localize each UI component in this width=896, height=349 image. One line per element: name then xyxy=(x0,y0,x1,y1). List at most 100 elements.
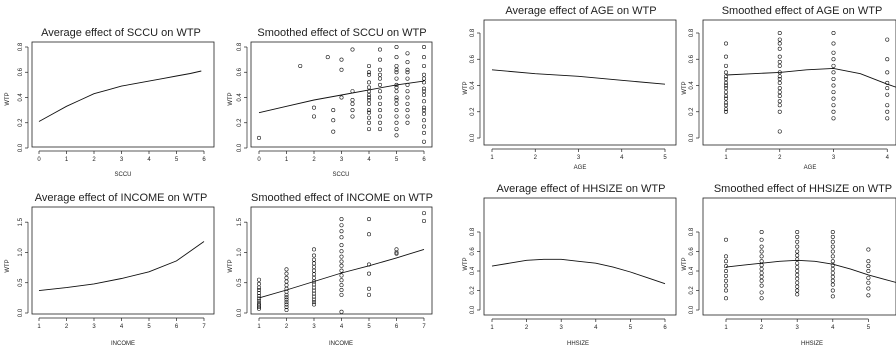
scatter-point xyxy=(350,101,355,106)
scatter-point xyxy=(795,249,800,254)
scatter-point xyxy=(366,70,371,75)
scatter-point xyxy=(394,133,399,138)
scatter-point xyxy=(311,261,316,266)
scatter-point xyxy=(777,109,782,114)
x-tick-label: 3 xyxy=(120,157,124,163)
scatter-point xyxy=(284,297,289,302)
panel-title: Smoothed effect of AGE on WTP xyxy=(722,5,883,17)
scatter-point xyxy=(256,287,261,292)
series-line xyxy=(491,69,666,85)
scatter-point xyxy=(831,96,836,101)
x-tick-label: 2 xyxy=(65,324,69,330)
y-tick-label: 0.8 xyxy=(18,42,24,51)
panel-age-average: Average effect of AGE on WTP AGE WTP 1 2 3… xyxy=(463,5,677,171)
y-axis-label: WTP xyxy=(463,81,469,94)
scatter-point xyxy=(723,96,728,101)
scatter-point xyxy=(421,76,426,81)
scatter-point xyxy=(339,283,344,288)
scatter-point xyxy=(366,92,371,97)
x-tick-label: 1 xyxy=(37,324,41,330)
x-tick-label: 0 xyxy=(37,157,41,163)
scatter-point xyxy=(339,287,344,292)
y-tick-label: 0.8 xyxy=(470,227,476,236)
y-tick-label: 0.0 xyxy=(237,308,243,317)
scatter-point xyxy=(777,37,782,42)
scatter-point xyxy=(777,90,782,95)
panel-sccu-average: Average effect of SCCU on WTP SCCU WTP 0… xyxy=(5,27,215,178)
panel-title: Average effect of AGE on WTP xyxy=(505,5,656,17)
scatter-point xyxy=(777,76,782,81)
scatter-point xyxy=(394,251,399,256)
scatter-point xyxy=(795,261,800,266)
scatter-point xyxy=(366,120,371,125)
scatter-point xyxy=(405,95,410,100)
y-tick-label: 0.0 xyxy=(689,133,695,142)
scatter-point xyxy=(777,80,782,85)
scatter-point xyxy=(377,67,382,72)
scatter-point xyxy=(366,85,371,90)
scatter-point xyxy=(366,101,371,106)
scatter-point xyxy=(377,101,382,106)
series-line xyxy=(491,258,666,285)
scatter-point xyxy=(885,70,890,75)
scatter-point xyxy=(339,235,344,240)
scatter-point xyxy=(377,82,382,87)
panel-title: Smoothed effect of SCCU on WTP xyxy=(257,27,426,39)
x-axis-label: SCCU xyxy=(332,172,349,178)
x-tick-label: 5 xyxy=(629,325,633,331)
panel-income-average: Average effect of INCOME on WTP INCOME W… xyxy=(5,192,215,347)
scatter-point xyxy=(777,63,782,68)
scatter-point xyxy=(350,98,355,103)
x-tick-label: 1 xyxy=(65,157,69,163)
scatter-point xyxy=(421,55,426,60)
scatter-point xyxy=(421,211,426,216)
x-tick-label: 2 xyxy=(92,157,96,163)
x-tick-label: 5 xyxy=(867,325,871,331)
y-tick-label: 0.6 xyxy=(470,247,476,256)
y-tick-label: 0.6 xyxy=(689,54,695,63)
scatter-point xyxy=(421,139,426,144)
scatter-point xyxy=(377,114,382,119)
scatter-point xyxy=(723,288,728,293)
scatter-point xyxy=(795,280,800,285)
scatter-point xyxy=(759,270,764,275)
scatter-point xyxy=(377,47,382,52)
x-tick-label: 2 xyxy=(760,325,764,331)
scatter-point xyxy=(723,109,728,114)
scatter-point xyxy=(795,230,800,235)
scatter-point xyxy=(795,234,800,239)
scatter-point xyxy=(284,267,289,272)
scatter-point xyxy=(377,76,382,81)
scatter-point xyxy=(311,285,316,290)
scatter-point xyxy=(759,296,764,301)
panel-title: Average effect of INCOME on WTP xyxy=(35,192,208,204)
x-tick-label: 0 xyxy=(257,157,261,163)
scatter-point xyxy=(311,247,316,252)
scatter-point xyxy=(394,44,399,49)
scatter-point xyxy=(394,67,399,72)
scatter-point xyxy=(831,50,836,55)
scatter-point xyxy=(830,267,835,272)
series-line xyxy=(38,70,202,122)
scatter-point xyxy=(339,259,344,264)
scatter-point xyxy=(421,108,426,113)
scatter-point xyxy=(830,288,835,293)
scatter-point xyxy=(284,283,289,288)
scatter-point xyxy=(284,279,289,284)
scatter-point xyxy=(311,291,316,296)
x-axis-label: INCOME xyxy=(111,341,135,347)
scatter-point xyxy=(421,105,426,110)
y-tick-label: 1.5 xyxy=(18,217,24,226)
x-axis-label: HHSIZE xyxy=(567,341,589,347)
scatter-point xyxy=(421,118,426,123)
scatter-point xyxy=(311,302,316,307)
x-tick-label: 3 xyxy=(577,155,581,161)
scatter-point xyxy=(339,217,344,222)
scatter-point xyxy=(795,268,800,273)
scatter-point xyxy=(777,99,782,104)
x-tick-label: 2 xyxy=(525,325,529,331)
scatter-point xyxy=(366,271,371,276)
scatter-point xyxy=(723,259,728,264)
plot-area xyxy=(38,70,202,122)
x-axis-label: AGE xyxy=(804,165,817,171)
